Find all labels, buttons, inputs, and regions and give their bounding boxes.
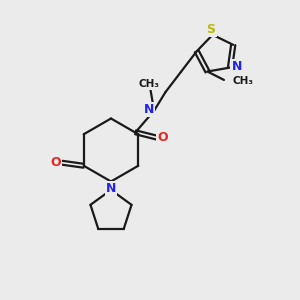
Text: N: N [231,60,242,74]
Text: O: O [51,156,62,169]
Text: S: S [207,23,216,36]
Text: N: N [143,103,154,116]
Text: O: O [157,131,168,144]
Text: CH₃: CH₃ [232,76,254,85]
Text: CH₃: CH₃ [139,79,160,89]
Text: N: N [106,182,116,195]
